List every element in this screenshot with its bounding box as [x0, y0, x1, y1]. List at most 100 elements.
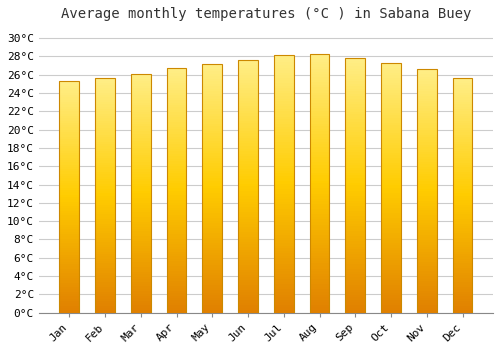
Bar [417, 103, 436, 106]
Bar [274, 235, 293, 238]
Bar [238, 187, 258, 189]
Bar [131, 222, 150, 224]
Bar [417, 89, 436, 91]
Bar [346, 170, 365, 173]
Bar [310, 289, 330, 292]
Bar [131, 262, 150, 265]
Bar [131, 131, 150, 134]
Bar [381, 238, 401, 240]
Bar [60, 206, 79, 209]
Bar [274, 168, 293, 171]
Bar [381, 293, 401, 295]
Bar [166, 257, 186, 259]
Bar [202, 144, 222, 146]
Bar [452, 144, 472, 146]
Bar [452, 99, 472, 102]
Bar [95, 245, 115, 247]
Bar [310, 126, 330, 129]
Bar [346, 254, 365, 257]
Bar [310, 258, 330, 261]
Bar [452, 292, 472, 294]
Bar [166, 132, 186, 134]
Bar [452, 184, 472, 186]
Bar [381, 145, 401, 148]
Bar [381, 245, 401, 248]
Bar [166, 310, 186, 313]
Bar [238, 85, 258, 88]
Bar [166, 120, 186, 122]
Bar [131, 210, 150, 212]
Bar [346, 190, 365, 193]
Bar [166, 295, 186, 298]
Bar [238, 100, 258, 103]
Bar [202, 183, 222, 186]
Bar [452, 121, 472, 123]
Bar [346, 308, 365, 310]
Bar [131, 201, 150, 203]
Bar [60, 216, 79, 218]
Bar [95, 90, 115, 92]
Bar [381, 285, 401, 288]
Bar [131, 229, 150, 231]
Bar [452, 303, 472, 306]
Bar [381, 260, 401, 263]
Bar [131, 298, 150, 301]
Bar [346, 89, 365, 91]
Bar [202, 285, 222, 288]
Bar [417, 203, 436, 205]
Bar [452, 118, 472, 121]
Bar [274, 209, 293, 212]
Bar [95, 139, 115, 142]
Bar [60, 211, 79, 213]
Bar [95, 174, 115, 177]
Bar [310, 235, 330, 238]
Bar [417, 135, 436, 138]
Bar [274, 284, 293, 287]
Bar [60, 225, 79, 227]
Bar [60, 252, 79, 255]
Bar [346, 252, 365, 254]
Bar [202, 231, 222, 233]
Bar [452, 160, 472, 163]
Bar [166, 181, 186, 183]
Bar [202, 148, 222, 151]
Bar [60, 222, 79, 225]
Bar [60, 114, 79, 116]
Bar [346, 300, 365, 302]
Bar [95, 78, 115, 81]
Bar [131, 81, 150, 83]
Bar [95, 116, 115, 118]
Bar [310, 214, 330, 217]
Bar [274, 88, 293, 91]
Bar [452, 177, 472, 179]
Bar [417, 69, 436, 313]
Bar [202, 253, 222, 255]
Bar [238, 232, 258, 235]
Bar [202, 86, 222, 89]
Bar [346, 221, 365, 224]
Bar [238, 141, 258, 144]
Bar [417, 276, 436, 279]
Bar [310, 75, 330, 77]
Bar [346, 132, 365, 135]
Bar [238, 275, 258, 277]
Bar [381, 253, 401, 255]
Bar [346, 69, 365, 71]
Bar [381, 110, 401, 113]
Bar [95, 273, 115, 275]
Bar [95, 179, 115, 182]
Bar [381, 88, 401, 90]
Bar [95, 196, 115, 198]
Bar [238, 214, 258, 217]
Bar [95, 259, 115, 261]
Bar [166, 159, 186, 161]
Bar [95, 240, 115, 243]
Bar [131, 146, 150, 148]
Bar [202, 106, 222, 108]
Bar [310, 147, 330, 149]
Bar [381, 298, 401, 300]
Bar [202, 310, 222, 313]
Bar [274, 238, 293, 240]
Bar [95, 99, 115, 102]
Bar [238, 128, 258, 131]
